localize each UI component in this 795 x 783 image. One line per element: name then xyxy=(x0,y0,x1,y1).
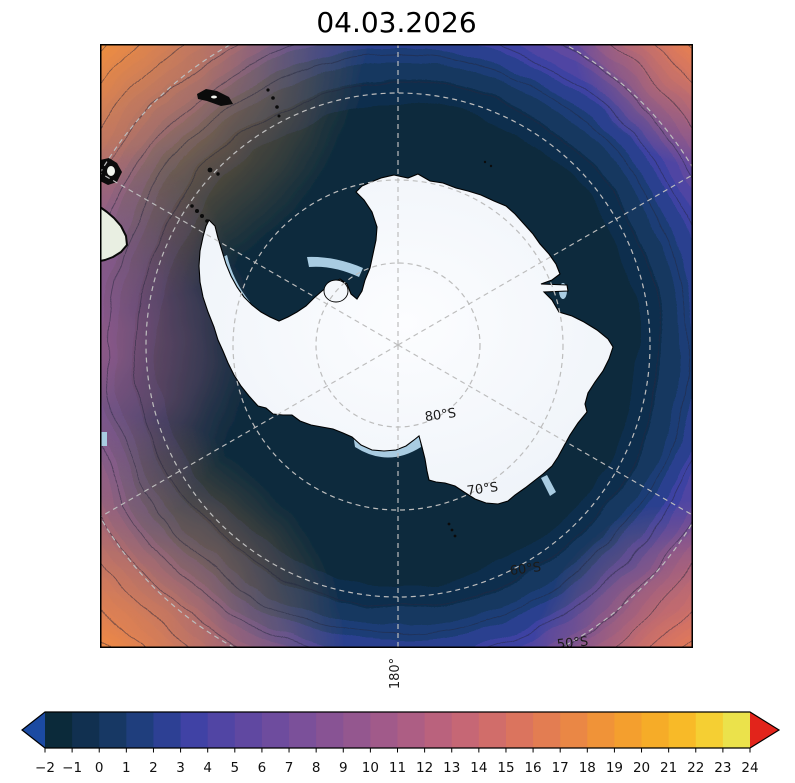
colorbar-tick-label: 7 xyxy=(285,760,294,776)
south-orkney-islands xyxy=(207,167,220,176)
sea-ice-patch xyxy=(541,475,556,496)
colorbar-segment xyxy=(505,712,534,748)
colorbar-segment xyxy=(695,712,724,748)
colorbar-tick-label: 22 xyxy=(687,760,704,776)
colorbar-tick-label: 1 xyxy=(122,760,131,776)
longitude-tick-label: 180° xyxy=(378,650,414,696)
antarctica-map: 80°S 70°S 60°S 50°S xyxy=(100,44,693,648)
colorbar-segment xyxy=(533,712,561,748)
sea-ice-patch xyxy=(100,432,107,446)
colorbar-over-arrow xyxy=(750,712,779,748)
colorbar-segment xyxy=(207,712,236,748)
colorbar-tick-label: 19 xyxy=(606,760,623,776)
colorbar-tick-label: 8 xyxy=(312,760,321,776)
colorbar-tick-label: 4 xyxy=(203,760,212,776)
colorbar-segment xyxy=(153,712,182,748)
colorbar-tick-label: 10 xyxy=(362,760,379,776)
warm-water-spot xyxy=(573,44,693,168)
lat-label-50s: 50°S xyxy=(556,634,589,648)
latitude-circle xyxy=(145,92,651,598)
colorbar-segment xyxy=(668,712,697,748)
island-snow-patch xyxy=(107,166,115,176)
colorbar-segment xyxy=(72,712,100,748)
colorbar-tick-label: 6 xyxy=(258,760,267,776)
colorbar-segment xyxy=(126,712,155,748)
colorbar-tick-label: 3 xyxy=(176,760,185,776)
colorbar-segment xyxy=(316,712,344,748)
balleny-islands xyxy=(447,522,457,538)
colorbar-tick-label: 12 xyxy=(416,760,433,776)
colorbar-under-arrow xyxy=(22,712,45,748)
meridian-line xyxy=(397,173,693,346)
colorbar-tick-label: 16 xyxy=(524,760,541,776)
colorbar-tick-label: 13 xyxy=(443,760,460,776)
colorbar-tick-label: 14 xyxy=(470,760,487,776)
colorbar-tick-label: 5 xyxy=(231,760,240,776)
map-border xyxy=(100,44,693,648)
meridian-line xyxy=(100,172,399,346)
colorbar-tick-label: 2 xyxy=(149,760,158,776)
colorbar-segment xyxy=(370,712,399,748)
colorbar-segment xyxy=(587,712,616,748)
lon-label-text: 180° xyxy=(388,657,404,689)
colorbar-tick-label: 11 xyxy=(389,760,406,776)
small-islets xyxy=(483,160,493,168)
colorbar-segment xyxy=(45,712,73,748)
colorbar-tick-label: 9 xyxy=(339,760,348,776)
colorbar-segment xyxy=(451,712,480,748)
lat-label-80s: 80°S xyxy=(424,406,457,425)
colorbar-tick-label: 24 xyxy=(741,760,758,776)
colorbar-segment xyxy=(478,712,507,748)
colorbar-tick-label: 15 xyxy=(497,760,514,776)
colorbar-segment xyxy=(99,712,127,748)
south-sandwich-islands xyxy=(266,88,281,118)
lat-label-70s: 70°S xyxy=(466,480,499,499)
colorbar-tick-label: −2 xyxy=(35,760,55,776)
colorbar-segment xyxy=(289,712,317,748)
colorbar-segment xyxy=(424,712,453,748)
colorbar-tick-label: 17 xyxy=(552,760,569,776)
south-shetland-islands xyxy=(190,204,209,223)
colorbar-segment xyxy=(180,712,209,748)
south-america-tip xyxy=(100,206,128,262)
colorbar-tick-label: 20 xyxy=(633,760,650,776)
temperature-colorbar: −2 −1 0 1 2 3 4 5 6 7 8 9 10 11 12 13 14 15 16 17 18 19 20 21 22… xyxy=(21,711,781,776)
colorbar-tick-label: 21 xyxy=(660,760,677,776)
lat-label-60s: 60°S xyxy=(509,560,542,579)
colorbar-segment xyxy=(261,712,290,748)
graticule xyxy=(100,44,693,648)
island-snow-patch xyxy=(211,95,217,99)
colorbar-tick-label: 23 xyxy=(714,760,731,776)
colorbar-tick-label: −1 xyxy=(62,760,82,776)
colorbar-segment xyxy=(614,712,643,748)
latitude-labels: 80°S 70°S 60°S 50°S xyxy=(424,406,589,648)
colorbar-segment xyxy=(343,712,371,748)
colorbar-segment xyxy=(397,712,426,748)
meridian-line xyxy=(397,344,693,517)
page-title: 04.03.2026 xyxy=(316,6,477,39)
colorbar-segment xyxy=(234,712,263,748)
colorbar-segment xyxy=(722,712,751,748)
colorbar-tick-label: 18 xyxy=(579,760,596,776)
meridian-line xyxy=(100,344,399,518)
sea-ice-weddell xyxy=(307,256,363,277)
colorbar-tick-label: 0 xyxy=(95,760,104,776)
colorbar-segment xyxy=(641,712,670,748)
colorbar-segment xyxy=(560,712,588,748)
warm-water-spot xyxy=(529,497,693,648)
antarctica-continent xyxy=(198,173,614,505)
